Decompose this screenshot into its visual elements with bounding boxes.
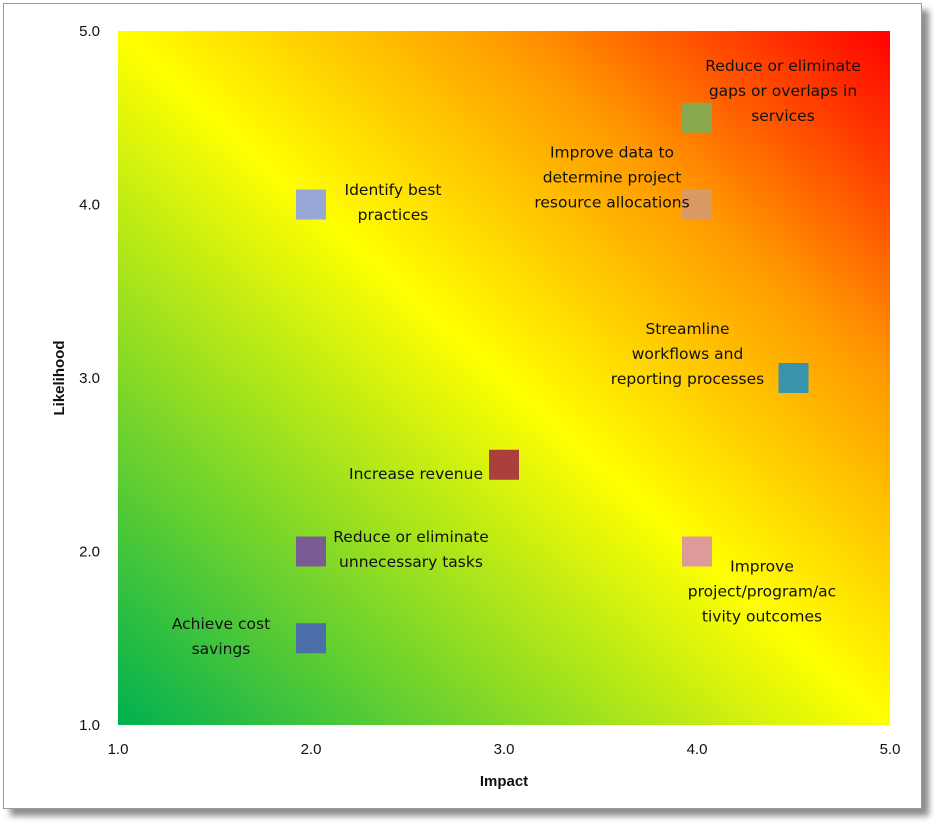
data-point-label: gaps or overlaps in xyxy=(709,82,857,100)
x-tick-label: 5.0 xyxy=(880,741,901,758)
data-point-marker xyxy=(296,623,326,654)
data-point-marker xyxy=(778,363,809,393)
data-point-label: services xyxy=(751,107,815,125)
data-point-label: practices xyxy=(358,206,429,224)
data-point-label: Streamline xyxy=(645,320,729,338)
data-point-marker xyxy=(682,189,712,220)
data-point-label: tivity outcomes xyxy=(702,608,822,626)
data-point-marker xyxy=(296,189,326,220)
data-point-label: Reduce or eliminate xyxy=(333,528,489,546)
data-point-label: Improve data to xyxy=(550,144,674,162)
x-tick-label: 4.0 xyxy=(687,741,708,758)
data-point-label: reporting processes xyxy=(611,370,764,388)
plot-area-heat-gradient xyxy=(118,31,890,725)
data-point-label: Increase revenue xyxy=(349,465,483,483)
data-point-marker xyxy=(489,449,519,480)
data-point-marker xyxy=(296,536,326,567)
data-point-label: Identify best xyxy=(345,181,442,199)
x-axis-title: Impact xyxy=(480,773,528,790)
data-point-label: workflows and xyxy=(632,345,744,363)
y-axis-title: Likelihood xyxy=(51,341,68,416)
data-point-label: resource allocations xyxy=(534,194,689,212)
data-point-label: unnecessary tasks xyxy=(339,553,483,571)
data-point-label: Improve xyxy=(730,558,794,576)
y-tick-label: 2.0 xyxy=(79,544,100,561)
x-tick-label: 2.0 xyxy=(301,741,322,758)
data-point-marker xyxy=(682,536,712,567)
y-tick-label: 3.0 xyxy=(79,370,100,387)
data-point-marker xyxy=(682,102,712,133)
chart-frame: 1.0 2.0 3.0 4.0 5.0 1.0 2.0 3.0 4.0 5.0 Impact L… xyxy=(3,3,922,809)
data-point-label: savings xyxy=(192,640,251,658)
point-labels: Reduce or eliminate gaps or overlaps in se… xyxy=(172,57,861,658)
data-point-label: determine project xyxy=(543,169,682,187)
x-tick-label: 1.0 xyxy=(108,741,129,758)
data-point-label: Achieve cost xyxy=(172,615,270,633)
y-tick-label: 1.0 xyxy=(79,717,100,734)
risk-matrix-chart: 1.0 2.0 3.0 4.0 5.0 1.0 2.0 3.0 4.0 5.0 Impact L… xyxy=(51,23,901,790)
data-point-label: project/program/ac xyxy=(688,583,836,601)
data-points xyxy=(296,102,809,654)
x-tick-label: 3.0 xyxy=(494,741,515,758)
y-tick-label: 5.0 xyxy=(79,23,100,40)
y-tick-label: 4.0 xyxy=(79,197,100,214)
data-point-label: Reduce or eliminate xyxy=(705,57,861,75)
y-axis-ticks: 1.0 2.0 3.0 4.0 5.0 xyxy=(79,23,100,734)
x-axis-ticks: 1.0 2.0 3.0 4.0 5.0 xyxy=(108,741,901,758)
